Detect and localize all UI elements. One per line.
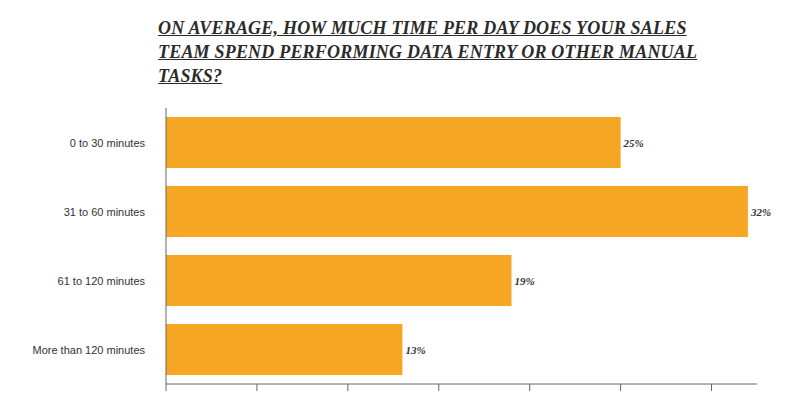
data-label: 19%: [515, 275, 535, 287]
category-label: 61 to 120 minutes: [58, 275, 146, 287]
category-label: 31 to 60 minutes: [64, 206, 146, 218]
bar: [166, 255, 512, 306]
bar: [166, 117, 621, 168]
tick-mark: [438, 384, 439, 391]
tick-mark: [529, 384, 530, 391]
tick-mark: [347, 384, 348, 391]
axis-line: [166, 108, 167, 384]
chart-title: ON AVERAGE, HOW MUCH TIME PER DAY DOES Y…: [158, 16, 714, 88]
bar: [166, 324, 402, 375]
tick-mark: [256, 384, 257, 391]
data-label: 32%: [750, 206, 771, 218]
data-label: 13%: [405, 344, 425, 356]
tick-mark: [166, 384, 167, 391]
chart-canvas: 0 to 30 minutes 31 to 60 minutes 61 to 120…: [0, 0, 800, 396]
tick-mark: [711, 384, 712, 391]
bar: [166, 186, 748, 237]
category-label: 0 to 30 minutes: [70, 137, 146, 149]
axis-line: [166, 384, 757, 385]
bars: [166, 117, 748, 375]
data-label: 25%: [623, 137, 644, 149]
tick-mark: [620, 384, 621, 391]
category-label: More than 120 minutes: [32, 344, 145, 356]
